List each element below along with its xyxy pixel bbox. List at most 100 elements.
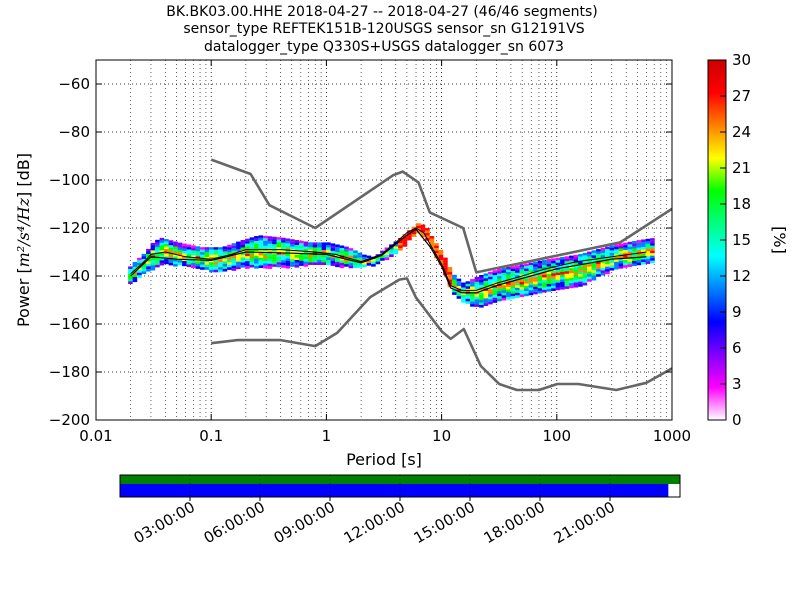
heatmap-cell (240, 249, 246, 253)
heatmap-cell (609, 260, 615, 263)
heatmap-cell (339, 265, 345, 269)
series-mean (130, 228, 647, 294)
y-tick-label: −120 (49, 219, 90, 237)
heatmap-cell (191, 265, 196, 268)
heatmap-cell (641, 239, 646, 243)
heatmap-cell (155, 239, 160, 243)
heatmap-cell (510, 283, 516, 287)
heatmap-cell (213, 264, 219, 268)
heatmap-cell (456, 293, 462, 297)
heatmap-cell (474, 286, 480, 290)
heatmap-cell (146, 248, 151, 252)
heatmap-cell (533, 264, 538, 267)
heatmap-cell (609, 247, 615, 251)
heatmap-cell (389, 249, 394, 253)
heatmap-cell (249, 244, 255, 248)
heatmap-cell (479, 292, 484, 296)
heatmap-cell (303, 246, 309, 250)
heatmap-cell (249, 247, 255, 250)
heatmap-cell (326, 254, 331, 258)
heatmap-cell (537, 263, 543, 266)
heatmap-cell (596, 274, 601, 277)
heatmap-cell (281, 265, 286, 268)
heatmap-cell (578, 276, 583, 280)
heatmap-cell (146, 268, 151, 272)
heatmap-cell (596, 266, 601, 270)
heatmap-cell (303, 241, 309, 245)
heatmap-cell (150, 267, 156, 271)
heatmap-cell (263, 235, 268, 239)
heatmap-cell (555, 272, 561, 276)
heatmap-cell (204, 262, 210, 265)
heatmap-cell (600, 250, 606, 253)
heatmap-cell (497, 288, 502, 292)
heatmap-cell (231, 248, 237, 251)
heatmap-cell (506, 287, 511, 290)
heatmap-cell (573, 279, 579, 283)
heatmap-cell (564, 271, 570, 274)
timeline-tick-label: 06:00:00 (201, 498, 268, 547)
heatmap-cell (308, 244, 313, 248)
heatmap-cell (600, 255, 606, 258)
y-tick-label: −60 (58, 75, 90, 93)
heatmap-cell (357, 257, 363, 261)
heatmap-cell (402, 234, 408, 237)
heatmap-cell (254, 258, 259, 262)
heatmap-cell (533, 284, 538, 287)
heatmap-cell (470, 284, 475, 287)
heatmap-cell (560, 279, 565, 283)
heatmap-cell (326, 249, 331, 253)
heatmap-cell (546, 271, 552, 275)
heatmap-cell (596, 256, 601, 260)
heatmap-cell (366, 263, 372, 266)
heatmap-cell (483, 290, 489, 294)
heatmap-cell (236, 261, 241, 265)
heatmap-cell (596, 269, 601, 272)
heatmap-cell (317, 259, 322, 263)
heatmap-cell (515, 282, 520, 286)
heatmap-cell (533, 286, 538, 290)
heatmap-cell (533, 261, 538, 265)
heatmap-cell (312, 254, 318, 258)
heatmap-cell (483, 278, 489, 281)
heatmap-cell (321, 247, 327, 250)
heatmap-cell (551, 258, 556, 261)
heatmap-cell (366, 260, 372, 264)
heatmap-cell (434, 250, 439, 254)
series-noise-model-high (210, 158, 672, 274)
heatmap-cell (623, 250, 628, 253)
heatmap-cell (488, 299, 493, 302)
heatmap-cell (222, 253, 228, 257)
heatmap-cell (177, 250, 183, 253)
heatmap-cell (155, 247, 160, 250)
heatmap-cell (636, 245, 642, 248)
heatmap-cell (191, 260, 196, 263)
heatmap-cell (245, 266, 250, 269)
heatmap-cell (528, 290, 534, 293)
heatmap-cell (564, 256, 570, 259)
heatmap-cell (591, 260, 597, 263)
heatmap-cell (600, 270, 606, 273)
heatmap-cell (582, 272, 588, 276)
heatmap-cell (326, 259, 331, 263)
heatmap-cell (200, 264, 205, 268)
heatmap-cell (443, 257, 448, 261)
heatmap-cell (546, 284, 552, 287)
heatmap-cell (186, 259, 192, 263)
heatmap-cell (326, 247, 331, 250)
heatmap-cell (335, 251, 340, 255)
heatmap-cell (384, 252, 390, 256)
heatmap-cell (645, 261, 651, 264)
heatmap-cell (182, 263, 187, 267)
heatmap-cell (528, 285, 534, 288)
heatmap-cell (605, 246, 610, 250)
heatmap-cell (132, 279, 138, 283)
heatmap-cell (582, 252, 588, 256)
heatmap-cell (353, 252, 358, 256)
heatmap-cell (636, 255, 642, 258)
heatmap-cell (569, 273, 574, 276)
heatmap-cell (137, 270, 142, 273)
heatmap-cell (587, 264, 592, 267)
heatmap-cell (173, 256, 178, 260)
heatmap-cell (641, 254, 646, 258)
